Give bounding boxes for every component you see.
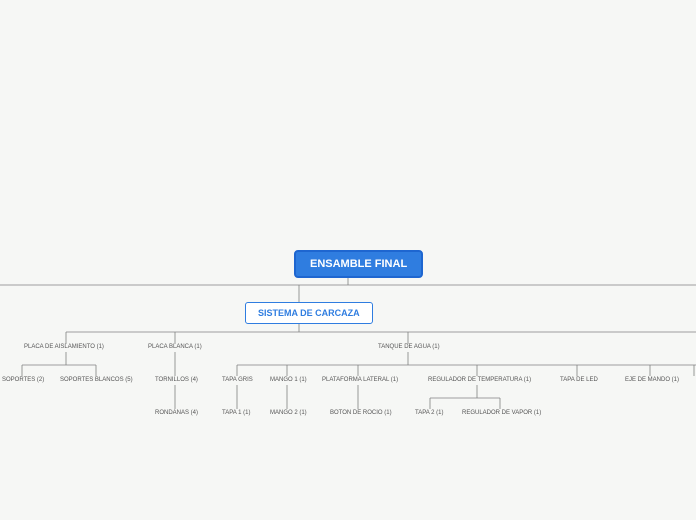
label: MANGO 2 (1) bbox=[270, 410, 307, 416]
label: TAPA 2 (1) bbox=[415, 410, 443, 416]
node-soportes[interactable]: SOPORTES (2) bbox=[2, 377, 44, 383]
label: BOTON DE ROCIO (1) bbox=[330, 410, 392, 416]
label: SOPORTES BLANCOS (5) bbox=[60, 377, 133, 383]
label: TORNILLOS (4) bbox=[155, 377, 198, 383]
node-tapa1[interactable]: TAPA 1 (1) bbox=[222, 410, 250, 416]
node-tapa-led[interactable]: TAPA DE LED bbox=[560, 377, 598, 383]
label: PLACA DE AISLAMIENTO (1) bbox=[24, 344, 104, 350]
label: REGULADOR DE VAPOR (1) bbox=[462, 410, 541, 416]
node-eje-mando[interactable]: EJE DE MANDO (1) bbox=[625, 377, 679, 383]
label: MANGO 1 (1) bbox=[270, 377, 307, 383]
label: PLACA BLANCA (1) bbox=[148, 344, 202, 350]
node-soportes-blancos[interactable]: SOPORTES BLANCOS (5) bbox=[60, 377, 133, 383]
node-mango1[interactable]: MANGO 1 (1) bbox=[270, 377, 307, 383]
root-label: ENSAMBLE FINAL bbox=[310, 258, 407, 270]
node-boton-rocio[interactable]: BOTON DE ROCIO (1) bbox=[330, 410, 392, 416]
node-regulador-temp[interactable]: REGULADOR DE TEMPERATURA (1) bbox=[428, 377, 531, 383]
node-rondanas[interactable]: RONDANAS (4) bbox=[155, 410, 198, 416]
node-tapa-gris[interactable]: TAPA GRIS bbox=[222, 377, 253, 383]
label: RONDANAS (4) bbox=[155, 410, 198, 416]
label: TAPA 1 (1) bbox=[222, 410, 250, 416]
node-plataforma-lateral[interactable]: PLATAFORMA LATERAL (1) bbox=[322, 377, 398, 383]
label: TAPA DE LED bbox=[560, 377, 598, 383]
sub-node[interactable]: SISTEMA DE CARCAZA bbox=[245, 302, 373, 324]
node-tornillos[interactable]: TORNILLOS (4) bbox=[155, 377, 198, 383]
node-regulador-vapor[interactable]: REGULADOR DE VAPOR (1) bbox=[462, 410, 541, 416]
node-placa-blanca[interactable]: PLACA BLANCA (1) bbox=[148, 344, 202, 350]
root-node[interactable]: ENSAMBLE FINAL bbox=[294, 250, 423, 278]
label: PLATAFORMA LATERAL (1) bbox=[322, 377, 398, 383]
node-tanque-agua[interactable]: TANQUE DE AGUA (1) bbox=[378, 344, 440, 350]
node-mango2[interactable]: MANGO 2 (1) bbox=[270, 410, 307, 416]
node-placa-aislamiento[interactable]: PLACA DE AISLAMIENTO (1) bbox=[24, 344, 104, 350]
sub-label: SISTEMA DE CARCAZA bbox=[258, 308, 360, 318]
label: REGULADOR DE TEMPERATURA (1) bbox=[428, 377, 531, 383]
label: TANQUE DE AGUA (1) bbox=[378, 344, 440, 350]
label: EJE DE MANDO (1) bbox=[625, 377, 679, 383]
label: SOPORTES (2) bbox=[2, 377, 44, 383]
node-tapa2[interactable]: TAPA 2 (1) bbox=[415, 410, 443, 416]
label: TAPA GRIS bbox=[222, 377, 253, 383]
